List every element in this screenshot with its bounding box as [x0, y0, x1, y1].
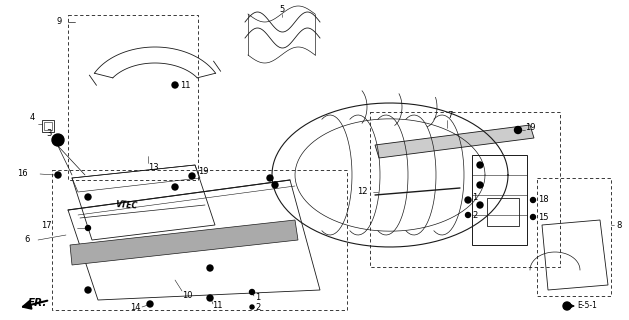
Text: 6: 6 [25, 236, 30, 244]
Text: 10: 10 [182, 291, 192, 300]
Text: 3: 3 [47, 129, 52, 138]
Circle shape [272, 182, 278, 188]
Text: 13: 13 [148, 164, 159, 172]
Text: VTEC: VTEC [115, 200, 138, 210]
Text: 19: 19 [525, 124, 535, 132]
Text: 2: 2 [472, 211, 477, 220]
Circle shape [147, 301, 153, 307]
Text: 9: 9 [57, 18, 62, 27]
Circle shape [532, 216, 534, 218]
Text: 18: 18 [538, 196, 548, 204]
Circle shape [57, 174, 59, 176]
Bar [44, 122, 52, 130]
Text: 5: 5 [279, 4, 284, 13]
Text: 19: 19 [198, 167, 208, 177]
Circle shape [515, 126, 521, 133]
Circle shape [530, 214, 535, 220]
Circle shape [465, 197, 471, 203]
Circle shape [532, 199, 534, 201]
Text: 8: 8 [616, 220, 621, 229]
Circle shape [477, 202, 483, 208]
Bar [472, 155, 527, 245]
Circle shape [267, 175, 273, 181]
Circle shape [250, 290, 255, 294]
Circle shape [563, 302, 571, 310]
Text: 1: 1 [255, 292, 260, 301]
Bar [487, 198, 519, 226]
Text: 7: 7 [447, 110, 452, 119]
Circle shape [172, 184, 178, 190]
Text: E-5-1: E-5-1 [577, 301, 597, 310]
Circle shape [477, 182, 483, 188]
Circle shape [207, 295, 213, 301]
Circle shape [172, 82, 178, 88]
Text: 15: 15 [538, 212, 548, 221]
Text: 12: 12 [357, 188, 368, 196]
Circle shape [207, 265, 213, 271]
Text: 4: 4 [30, 114, 35, 123]
Bar [42, 120, 54, 132]
Text: 2: 2 [255, 303, 260, 313]
Circle shape [55, 137, 61, 143]
Circle shape [465, 212, 470, 218]
Circle shape [85, 287, 91, 293]
Text: FR.: FR. [28, 298, 47, 308]
Circle shape [477, 162, 483, 168]
Text: 11: 11 [180, 81, 191, 90]
Text: 16: 16 [18, 170, 28, 179]
Circle shape [52, 134, 64, 146]
Polygon shape [375, 125, 534, 158]
Circle shape [189, 173, 195, 179]
Circle shape [250, 305, 254, 309]
Text: 1: 1 [472, 193, 477, 202]
Polygon shape [70, 220, 298, 265]
Circle shape [55, 172, 61, 178]
Text: 11: 11 [212, 300, 223, 309]
Circle shape [85, 194, 91, 200]
Circle shape [516, 129, 520, 132]
Text: 14: 14 [130, 303, 140, 313]
Circle shape [530, 197, 535, 203]
Text: 17: 17 [42, 220, 52, 229]
Circle shape [86, 226, 91, 230]
